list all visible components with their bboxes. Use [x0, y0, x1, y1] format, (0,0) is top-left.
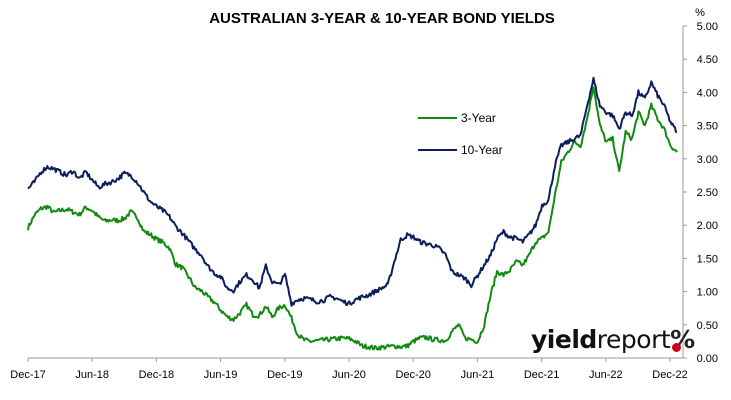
y-unit-label: %: [695, 7, 705, 19]
yieldreport-logo: yieldreport%: [531, 327, 695, 352]
x-tick-label: Jun-22: [589, 369, 623, 381]
y-tick-label: 2.00: [697, 220, 718, 232]
y-tick-label: 4.00: [697, 87, 718, 99]
x-axis-ticks: Dec-17 Jun-18 Dec-18 Jun-19 Dec-19 Jun-20 Dec-…: [10, 358, 688, 381]
x-tick-label: Dec-17: [10, 369, 45, 381]
y-tick-label: 5.00: [697, 21, 718, 33]
x-tick-label: Dec-21: [524, 369, 559, 381]
legend: 3-Year 10-Year: [418, 111, 503, 157]
logo-part-report: report: [596, 325, 671, 354]
legend-label: 10-Year: [461, 143, 503, 157]
x-tick-label: Dec-18: [139, 369, 174, 381]
y-tick-label: 1.00: [697, 287, 718, 299]
series-layer: [27, 76, 678, 351]
x-tick-label: Dec-20: [395, 369, 430, 381]
x-tick-label: Jun-19: [204, 369, 238, 381]
x-tick-label: Dec-19: [267, 369, 302, 381]
y-tick-label: 0.00: [697, 353, 718, 365]
y-tick-label: 4.50: [697, 54, 718, 66]
x-tick-label: Jun-18: [75, 369, 109, 381]
y-tick-label: 2.50: [697, 187, 718, 199]
y-tick-label: 3.50: [697, 121, 718, 133]
legend-label: 3-Year: [461, 111, 496, 125]
x-tick-label: Jun-20: [332, 369, 366, 381]
logo-part-yield: yield: [531, 325, 597, 354]
x-tick-label: Dec-22: [652, 369, 687, 381]
y-tick-label: 3.00: [697, 154, 718, 166]
series-line-3-year: [27, 86, 678, 351]
x-tick-label: Jun-21: [461, 369, 495, 381]
logo-red-dot: [672, 343, 681, 352]
y-tick-label: 0.50: [697, 320, 718, 332]
series-line-10-year: [27, 76, 678, 307]
y-axis-ticks: 0.00 0.50 1.00 1.50 2.00 2.50 3.00 3.50 4.00 4.50…: [683, 21, 718, 365]
chart-title: AUSTRALIAN 3-YEAR & 10-YEAR BOND YIELDS: [209, 10, 555, 27]
y-tick-label: 1.50: [697, 253, 718, 265]
